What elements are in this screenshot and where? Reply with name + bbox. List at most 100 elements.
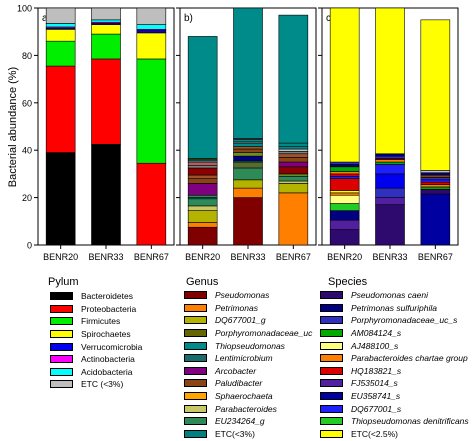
legend-label: ETC(<2.5%) (351, 428, 398, 439)
legend-item: HQ183821_s (320, 365, 469, 378)
bar-segment (233, 197, 263, 246)
bar-segment (278, 173, 309, 177)
legend-swatch (50, 342, 73, 351)
bar-segment (420, 177, 451, 181)
legend-label: Lentimicrobium (215, 353, 273, 364)
genus-legend: Pseudomonas Petrimonas DQ677001_g Porphyrom… (184, 289, 312, 440)
bar-segment (45, 65, 76, 153)
bar-segment (233, 167, 263, 181)
legend-swatch (320, 303, 343, 312)
legend-label: Actinobacteria (81, 354, 135, 365)
bar-segment (420, 172, 451, 176)
legend-swatch (184, 366, 207, 375)
x-tick-label: BENR33 (372, 252, 407, 262)
bar-segment (278, 146, 309, 150)
panels: a)020406080100BENR20BENR33BENR67b)BENR20… (17, 4, 459, 262)
bar-segment (45, 29, 76, 42)
legend-swatch (320, 329, 343, 338)
legend-item: DQ677001_s (320, 402, 469, 415)
legend-item: Spirochaetes (50, 328, 142, 341)
x-tick-label: BENR67 (276, 252, 311, 262)
legend-item: Petrimonas sulfuriphila (320, 302, 469, 315)
legend-item: DQ677001_g (184, 314, 312, 327)
y-axis-label: Bacterial abundance (%) (7, 67, 19, 187)
legend-label: DQ677001_s (351, 403, 402, 414)
bar-segment (233, 152, 263, 157)
legend-label: FJ535014_s (351, 378, 398, 389)
bar-segment (420, 170, 451, 174)
bar-segment (187, 178, 218, 184)
y-tick-label: 100 (17, 4, 32, 14)
bar-segment (375, 204, 405, 246)
legend-label: Bacteroidetes (81, 291, 133, 302)
bar-segment (329, 229, 360, 246)
legend-label: Pseudomonas caeni (351, 290, 429, 301)
bar-segment (375, 187, 405, 198)
bar-segment (136, 162, 167, 246)
bar-segment (420, 184, 451, 188)
y-tick-label: 20 (22, 193, 32, 203)
legend-swatch (184, 417, 207, 426)
legend-label: Sphaerochaeta (215, 391, 273, 402)
legend-item: Paludibacter (184, 377, 312, 390)
legend-label: Paludibacter (215, 378, 263, 389)
bar-segment (329, 219, 360, 230)
legend-swatch (50, 367, 73, 376)
bar-segment (329, 161, 360, 165)
legend-swatch (184, 303, 207, 312)
bar-segment (375, 159, 405, 163)
legend-label: HQ183821_s (351, 365, 402, 376)
bar-segment (91, 7, 121, 21)
bar-segment (187, 222, 218, 228)
bar-segment (329, 194, 360, 204)
bar-segment (329, 190, 360, 194)
bar-segment (187, 198, 218, 207)
legend-swatch (320, 354, 343, 363)
legend-swatch (320, 291, 343, 300)
legend-item: Arcobacter (184, 365, 312, 378)
legend-swatch (50, 355, 73, 364)
bar-segment (233, 146, 263, 150)
legend-label: Pseudomonas (215, 290, 270, 301)
bar-segment (45, 40, 76, 67)
panel-1: b) BENR20 BENR33 BENR67 (176, 7, 317, 262)
bar-segment (45, 23, 76, 28)
y-tick-label: 0 (27, 241, 32, 251)
bar-segment (375, 173, 405, 189)
legend-label: AJ488100_s (351, 340, 399, 351)
legend-label: DQ677001_g (215, 315, 266, 326)
legend-item: EU358741_s (320, 390, 469, 403)
bar-segment (278, 166, 309, 175)
bar-segment (329, 7, 360, 163)
legend-swatch (50, 380, 73, 389)
legend-item: ETC(<3%) (184, 428, 312, 441)
bar-segment (187, 161, 218, 166)
legend-swatch (320, 404, 343, 413)
bar-segment (233, 187, 263, 198)
legend-item: EU234264_g (184, 415, 312, 428)
bar-segment (420, 181, 451, 185)
bar-segment (278, 142, 309, 147)
legend-item: Verrucomicrobia (50, 340, 142, 353)
bar-segment (233, 155, 263, 162)
bar-segment (329, 171, 360, 175)
legend-item: Pseudomonas caeni (320, 289, 469, 302)
legend-label: EU358741_s (351, 391, 401, 402)
legend-label: AM084124_s (351, 328, 402, 339)
bar-segment (375, 7, 405, 155)
legend-swatch (184, 354, 207, 363)
bar-segment (233, 148, 263, 153)
legend-swatch (184, 316, 207, 325)
legend-swatch (50, 304, 73, 313)
legend-item: Bacteroidetes (50, 290, 142, 303)
legend-label: ETC (<3%) (81, 379, 124, 390)
legend-swatch (184, 429, 207, 438)
bar-segment (187, 174, 218, 179)
bar-segment (278, 148, 309, 152)
bar-segment (420, 179, 451, 183)
legend-label: Acidobacteria (81, 366, 133, 377)
phylum-legend: Bacteroidetes Proteobacteria Firmicutes Spi… (50, 290, 142, 391)
species-legend: Pseudomonas caeni Petrimonas sulfuriphila… (320, 289, 469, 440)
legend-swatch (50, 317, 73, 326)
bar-segment (187, 165, 218, 169)
